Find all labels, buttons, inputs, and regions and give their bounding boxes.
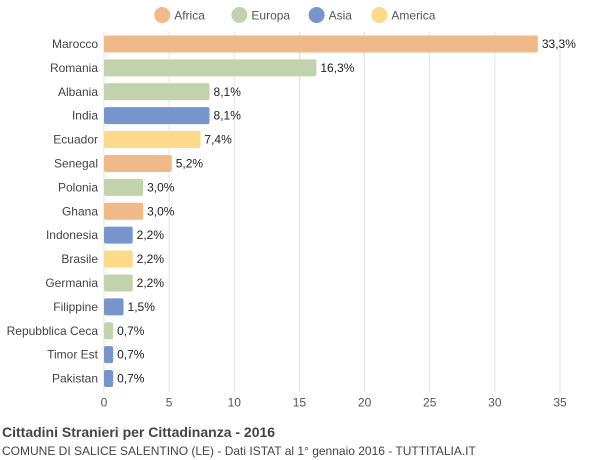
bar [104, 107, 210, 125]
x-tick-label: 30 [488, 396, 502, 410]
bar [104, 226, 133, 244]
bar-row: Indonesia 2,2% [46, 226, 165, 244]
bar-row: Marocco 33,3% [52, 35, 576, 53]
bar [104, 298, 124, 316]
category-label: Romania [50, 61, 98, 75]
bar-row: Ecuador 7,4% [53, 131, 232, 149]
value-label: 7,4% [204, 133, 232, 147]
bar [104, 59, 317, 77]
x-tick-label: 10 [228, 396, 242, 410]
x-tick-label: 35 [553, 396, 567, 410]
x-tick-label: 15 [293, 396, 307, 410]
bar-row: Timor Est 0,7% [47, 346, 145, 364]
legend-label: Europa [251, 9, 290, 23]
value-label: 8,1% [214, 85, 242, 99]
legend-swatch [371, 7, 388, 23]
bar [104, 154, 172, 172]
category-label: Repubblica Ceca [7, 324, 99, 338]
bar-row: Polonia 3,0% [58, 178, 175, 196]
value-label: 8,1% [214, 109, 242, 123]
bar [104, 35, 538, 53]
value-label: 33,3% [542, 37, 576, 51]
value-label: 2,2% [137, 252, 165, 266]
x-axis-ticks: 0 5 10 15 20 25 30 35 [101, 396, 567, 410]
bar-row: Germania 2,2% [45, 274, 165, 292]
category-label: Albania [58, 85, 98, 99]
bar-row: Albania 8,1% [58, 83, 242, 101]
bar [104, 83, 210, 101]
category-label: Polonia [58, 180, 98, 194]
category-label: Germania [45, 276, 98, 290]
bars: Marocco 33,3%Romania 16,3%Albania 8,1%India… [7, 35, 576, 388]
value-label: 0,7% [117, 324, 145, 338]
category-label: Marocco [52, 37, 98, 51]
legend-item: Asia [308, 7, 353, 23]
x-tick-label: 25 [423, 396, 437, 410]
legend-item: Africa [154, 7, 205, 23]
bar-row: Senegal 5,2% [54, 154, 204, 172]
bar [104, 370, 114, 388]
bar [104, 322, 114, 340]
legend-swatch [231, 7, 248, 23]
bar [104, 346, 114, 364]
value-label: 5,2% [176, 156, 204, 170]
bar-row: Brasile 2,2% [61, 250, 165, 268]
value-label: 2,2% [137, 276, 165, 290]
bar-chart: Africa Europa Asia America Marocco 33,3% Roma… [7, 7, 576, 410]
legend-label: America [391, 9, 435, 23]
x-tick-label: 0 [101, 396, 108, 410]
category-label: Ghana [62, 204, 98, 218]
chart-subtitle: COMUNE DI SALICE SALENTINO (LE) - Dati I… [2, 444, 476, 458]
category-label: Timor Est [47, 348, 99, 362]
value-label: 0,7% [117, 372, 145, 386]
bar-row: Pakistan 0,7% [52, 370, 145, 388]
category-label: Filippine [53, 300, 98, 314]
value-label: 16,3% [320, 61, 354, 75]
value-label: 2,2% [137, 228, 165, 242]
bar-row: Romania 16,3% [50, 59, 355, 77]
category-label: Brasile [61, 252, 98, 266]
legend-item: America [371, 7, 436, 23]
legend: Africa Europa Asia America [154, 7, 436, 23]
bar-row: Filippine 1,5% [53, 298, 156, 316]
legend-swatch [308, 7, 325, 23]
value-label: 3,0% [147, 204, 175, 218]
bar [104, 202, 144, 220]
bar [104, 250, 133, 268]
bar [104, 178, 144, 196]
legend-swatch [154, 7, 171, 23]
legend-label: Asia [329, 9, 353, 23]
category-label: Pakistan [52, 372, 98, 386]
x-tick-label: 20 [358, 396, 372, 410]
chart-title: Cittadini Stranieri per Cittadinanza - 2… [2, 424, 276, 440]
legend-label: Africa [174, 9, 205, 23]
bar [104, 274, 133, 292]
value-label: 3,0% [147, 180, 175, 194]
category-label: Ecuador [53, 133, 98, 147]
value-label: 1,5% [128, 300, 156, 314]
category-label: Indonesia [46, 228, 98, 242]
bar [104, 131, 201, 149]
bar-row: Ghana 3,0% [62, 202, 175, 220]
legend-item: Europa [231, 7, 290, 23]
x-tick-label: 5 [166, 396, 173, 410]
category-label: Senegal [54, 156, 98, 170]
bar-row: India 8,1% [72, 107, 242, 125]
value-label: 0,7% [117, 348, 145, 362]
bar-row: Repubblica Ceca 0,7% [7, 322, 145, 340]
category-label: India [72, 109, 98, 123]
